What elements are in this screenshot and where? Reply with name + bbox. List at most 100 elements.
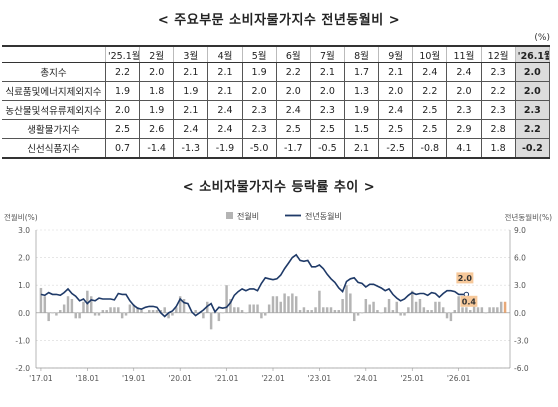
bar-monthly-change: [461, 307, 464, 313]
x-tick-label: '17.01: [29, 374, 53, 383]
bar-monthly-change: [380, 312, 383, 314]
bar-monthly-change: [182, 299, 186, 313]
table-header-cell: 7월: [309, 45, 345, 63]
bar-monthly-change: [144, 312, 147, 314]
bar-monthly-change: [155, 310, 159, 313]
x-tick-label: '19.01: [122, 374, 146, 383]
table-cell: 4.1: [446, 138, 482, 159]
mom-end-label: 0.4: [462, 297, 477, 306]
bar-monthly-change: [391, 310, 395, 313]
bar-monthly-change: [414, 301, 418, 313]
table-cell: 2.3: [446, 100, 482, 120]
bar-monthly-change: [225, 285, 228, 313]
bar-monthly-change: [47, 312, 50, 322]
left-tick-label: 0.0: [18, 309, 30, 318]
table-cell: 2.4: [275, 100, 311, 120]
table-header-cell: 4월: [207, 45, 243, 63]
bar-monthly-change: [325, 307, 329, 313]
right-tick-label: -3.0: [514, 336, 529, 345]
bar-monthly-change: [291, 293, 294, 313]
table-header-cell: [2, 45, 106, 63]
bar-monthly-change: [267, 304, 271, 313]
table-header-cell: 11월: [446, 45, 482, 63]
bar-monthly-change: [337, 310, 340, 313]
table-header-cell: 9월: [378, 45, 414, 63]
left-axis-label: 전월비(%): [4, 212, 38, 222]
table-cell: -0.2: [514, 138, 551, 159]
x-tick-label: '21.01: [215, 374, 239, 383]
bar-monthly-change: [283, 293, 286, 313]
bar-monthly-change: [117, 307, 120, 313]
table-cell: 2.3: [309, 100, 345, 120]
right-tick-label: -6.0: [514, 364, 529, 373]
row-label: 총지수: [2, 62, 106, 82]
table-cell: -1.3: [173, 138, 209, 159]
bar-monthly-change: [418, 299, 422, 313]
table-header-row: '25.1월 2월 3월 4월 5월 6월 7월 8월 9월 10월 11월 1…: [2, 45, 551, 63]
chart-title: < 소비자물가지수 등락률 추이 >: [182, 180, 376, 195]
table-cell: 1.9: [343, 100, 380, 120]
bar-monthly-change: [318, 290, 321, 313]
bar-monthly-change: [287, 296, 290, 313]
bar-monthly-change: [294, 296, 298, 313]
table-cell: 1.8: [139, 81, 175, 101]
table-cell: 2.0: [309, 81, 345, 101]
table-cell: 2.8: [480, 119, 516, 139]
bar-monthly-change: [190, 312, 194, 314]
right-tick-label: 9.0: [514, 226, 526, 235]
table-cell: 1.8: [480, 138, 516, 159]
bar-monthly-change: [244, 312, 248, 314]
bar-monthly-change: [383, 307, 387, 313]
table-cell: 2.1: [173, 62, 209, 82]
bar-monthly-change: [441, 307, 445, 313]
bar-monthly-change: [202, 312, 205, 319]
table-cell: 2.4: [207, 119, 243, 139]
bar-monthly-change: [426, 310, 429, 313]
bar-monthly-change: [128, 304, 132, 313]
table-cell: 2.0: [446, 81, 482, 101]
table-cell: 2.1: [378, 62, 414, 82]
left-tick-label: 1.0: [18, 281, 30, 290]
table-cell: 2.0: [139, 62, 175, 82]
mom-end-label-bg: [460, 295, 478, 307]
table-cell: -1.4: [139, 138, 175, 159]
bar-monthly-change: [240, 310, 244, 313]
row-label: 생활물가지수: [2, 119, 106, 139]
table-cell: 2.5: [412, 119, 448, 139]
bar-monthly-change: [66, 296, 70, 313]
table-row: 식료품및에너지제외지수 1.9 1.8 1.9 2.1 2.0 2.0 2.0 1.3 2.0 2.…: [2, 81, 551, 101]
bar-monthly-change: [438, 301, 441, 313]
table-header-cell: 10월: [412, 45, 448, 63]
bar-monthly-change: [264, 312, 267, 316]
bar-monthly-change: [120, 312, 124, 319]
bar-monthly-change: [105, 310, 108, 313]
bar-monthly-change: [499, 301, 503, 313]
bar-monthly-change: [163, 307, 166, 313]
bar-monthly-change: [167, 312, 170, 319]
bar-monthly-change: [89, 296, 93, 313]
x-tick-label: '24.01: [354, 374, 378, 383]
legend-bar-swatch: [226, 212, 233, 219]
table-cell: 1.7: [343, 62, 380, 82]
bar-monthly-change: [124, 312, 128, 316]
table-cell: -2.5: [378, 138, 414, 159]
bar-monthly-change: [109, 307, 112, 313]
bar-monthly-change: [480, 307, 484, 313]
bar-monthly-change: [356, 312, 360, 316]
table-row: 생활물가지수 2.5 2.6 2.4 2.4 2.3 2.5 2.5 1.5 2.5 2.5 2.9 2…: [2, 119, 551, 139]
left-tick-label: 2.0: [18, 254, 30, 263]
bar-monthly-change: [233, 307, 236, 313]
x-tick-label: '23.01: [308, 374, 332, 383]
right-tick-label: 3.0: [514, 281, 526, 290]
table-row: 농산물및석유류제외지수 2.0 1.9 2.1 2.4 2.3 2.4 2.3 1.9 2.4 2.…: [2, 100, 551, 120]
table-cell: 2.0: [514, 62, 551, 82]
line-yoy-change: [40, 253, 467, 318]
bar-monthly-change: [310, 310, 313, 313]
table-cell: 2.5: [104, 119, 141, 139]
row-label: 식료품및에너지제외지수: [2, 81, 106, 101]
bar-monthly-change: [492, 307, 495, 313]
bar-monthly-change: [136, 307, 139, 313]
table-cell: 2.2: [514, 119, 551, 139]
table-cell: 2.1: [207, 62, 243, 82]
bar-monthly-change: [372, 301, 375, 313]
